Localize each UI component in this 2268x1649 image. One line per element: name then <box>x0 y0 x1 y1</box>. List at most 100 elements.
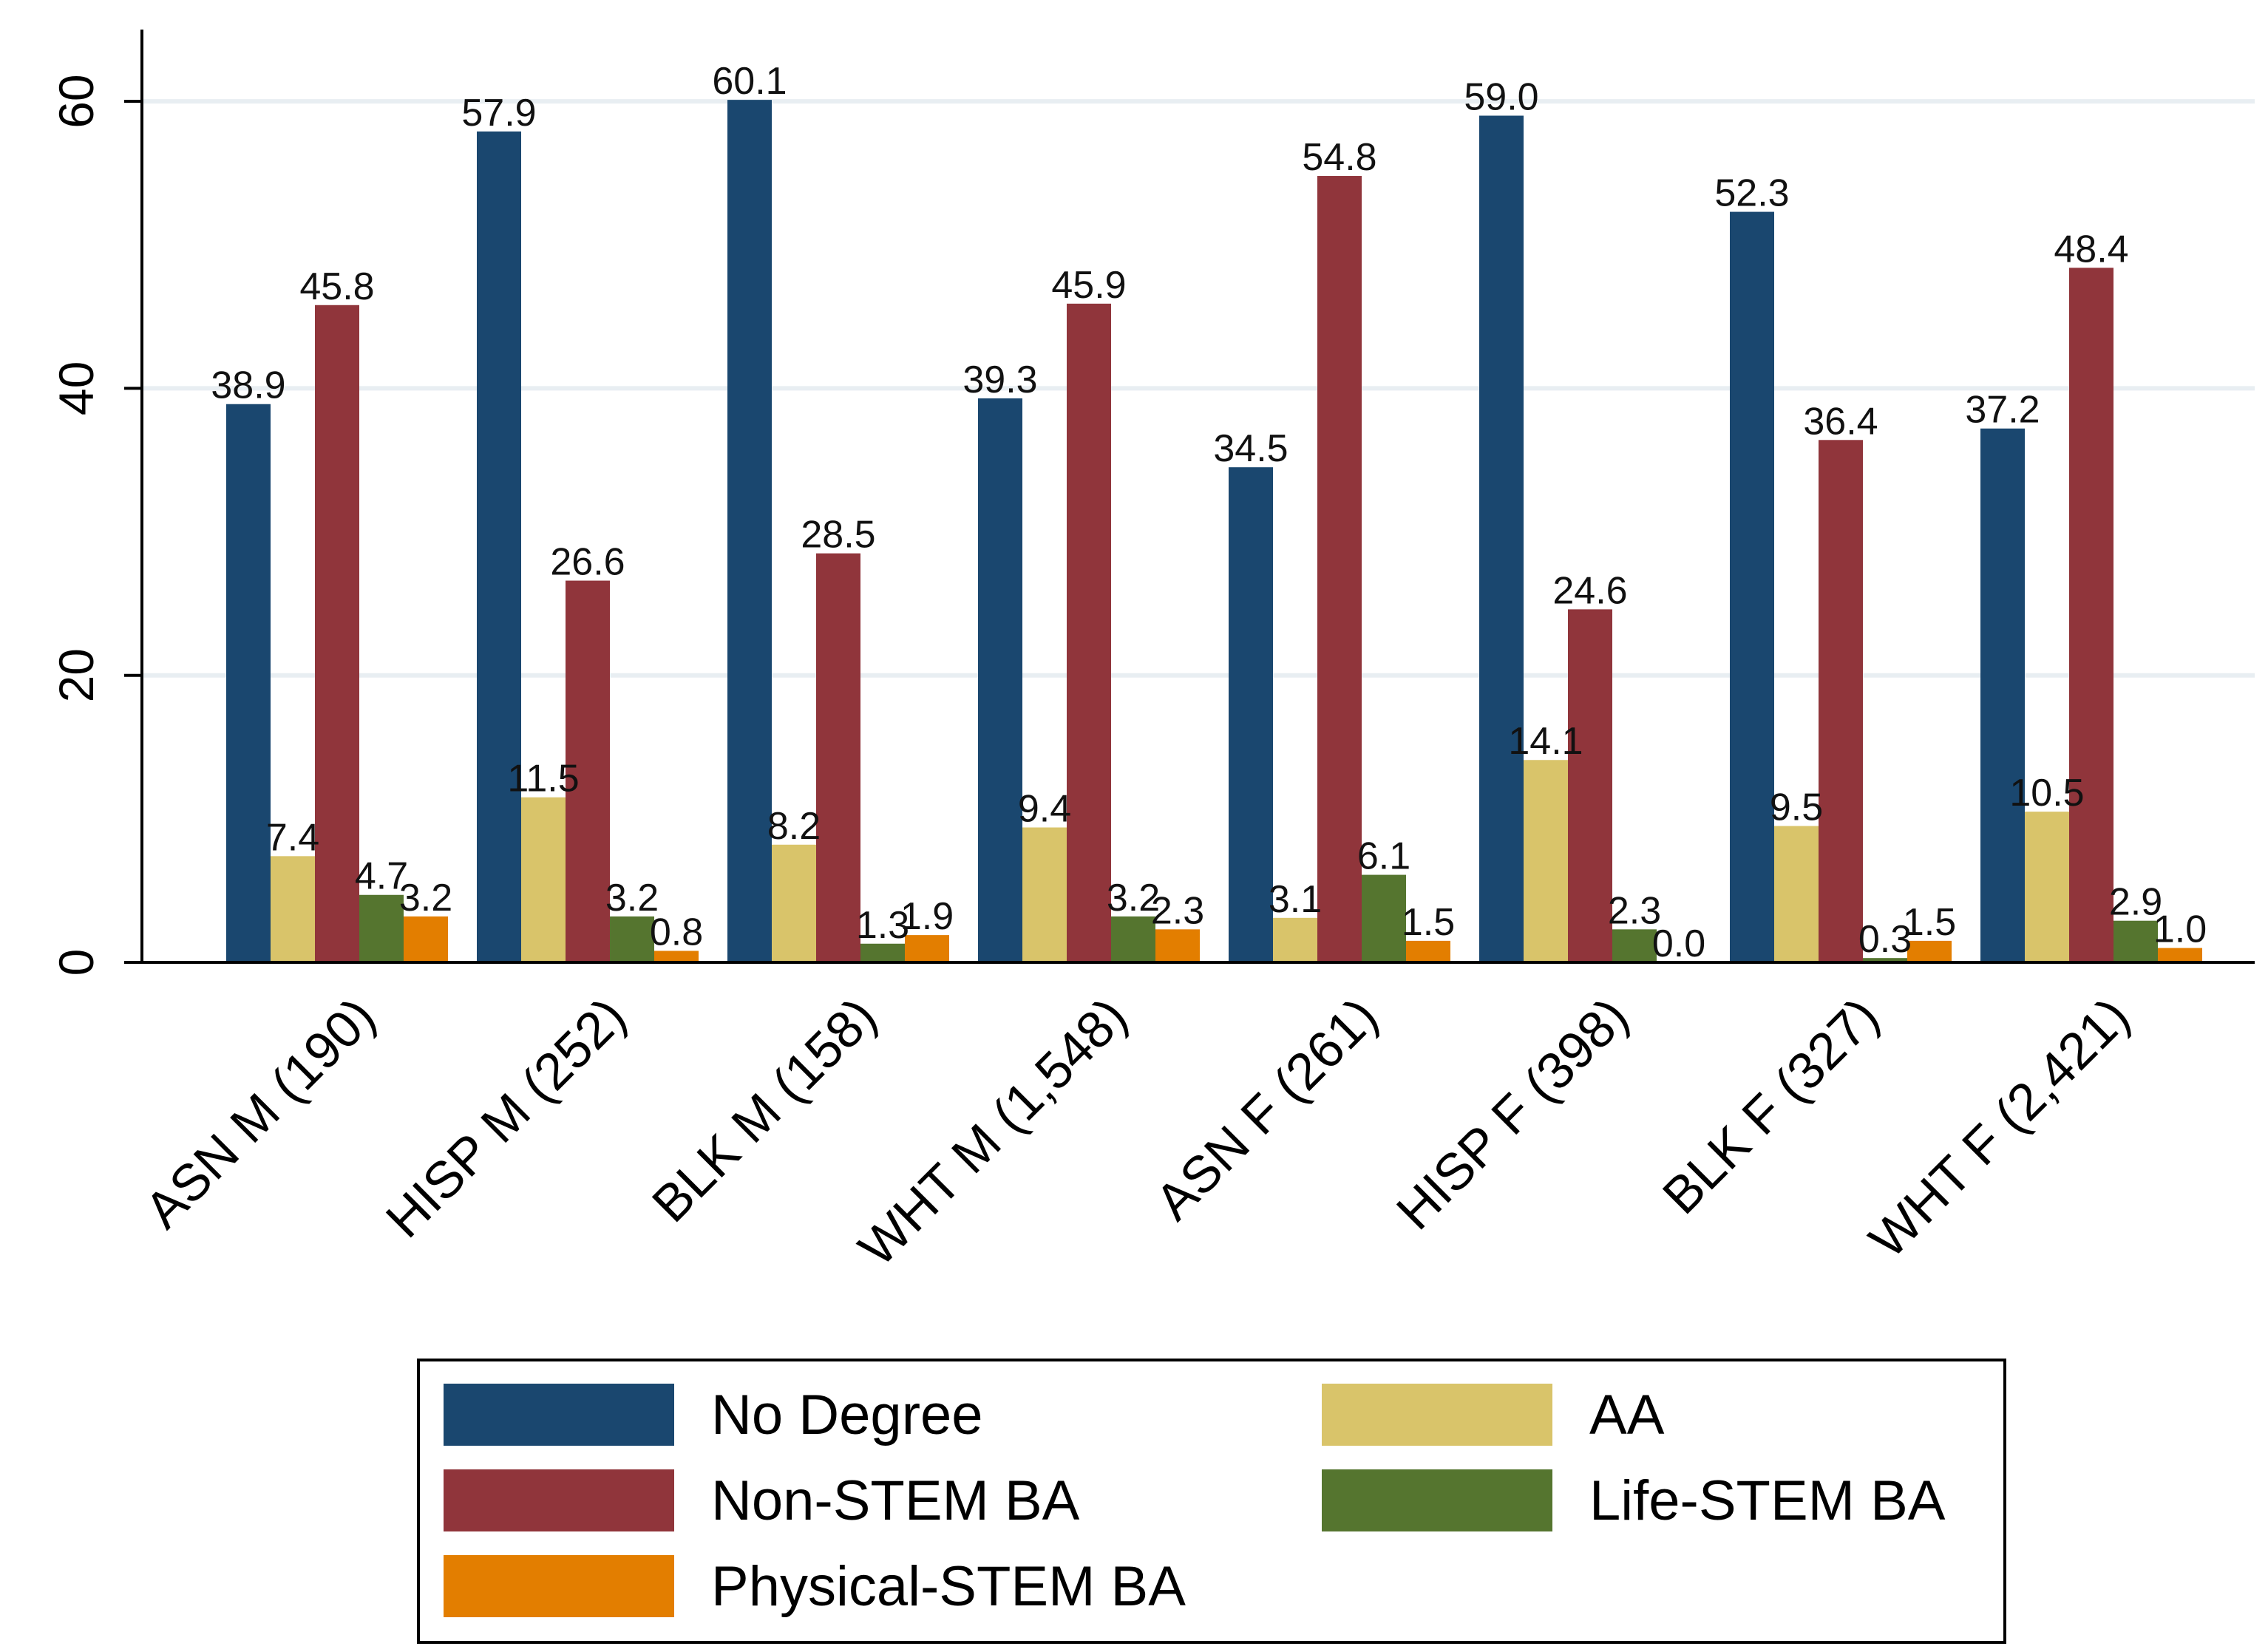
value-label-life-stem-ba-wht-m-1-548: 3.2 <box>1107 877 1160 919</box>
bar-non-stem-ba-blk-m-158 <box>816 553 860 962</box>
bar-no-degree-blk-m-158 <box>727 100 772 963</box>
value-label-no-degree-blk-f-327: 52.3 <box>1714 172 1789 215</box>
bar-aa-hisp-m-252 <box>521 797 566 962</box>
y-tick-label-20: 20 <box>49 648 103 702</box>
value-label-aa-blk-m-158: 8.2 <box>767 805 821 848</box>
legend-label-physical-stem-ba: Physical-STEM BA <box>711 1555 1186 1618</box>
bar-non-stem-ba-wht-f-2-421 <box>2069 268 2113 962</box>
axes: 0 20 40 60 <box>49 30 2255 976</box>
value-label-life-stem-ba-asn-f-261: 6.1 <box>1357 835 1410 878</box>
bar-non-stem-ba-blk-f-327 <box>1819 440 1863 962</box>
value-label-non-stem-ba-asn-f-261: 54.8 <box>1302 136 1376 179</box>
value-label-no-degree-asn-m-190: 38.9 <box>211 364 285 407</box>
bar-physical-stem-ba-wht-f-2-421 <box>2158 948 2202 962</box>
value-label-aa-wht-f-2-421: 10.5 <box>2009 772 2084 815</box>
legend-swatch-non-stem-ba <box>444 1469 674 1531</box>
bar-life-stem-ba-wht-f-2-421 <box>2113 920 2158 962</box>
bar-aa-hisp-f-398 <box>1524 760 1568 962</box>
legend-swatch-no-degree <box>444 1384 674 1446</box>
bar-aa-asn-f-261 <box>1273 917 1317 962</box>
bar-physical-stem-ba-asn-f-261 <box>1406 940 1450 962</box>
bar-no-degree-hisp-f-398 <box>1479 115 1524 962</box>
value-label-non-stem-ba-wht-f-2-421: 48.4 <box>2054 228 2128 271</box>
bar-physical-stem-ba-asn-m-190 <box>404 916 448 962</box>
value-label-life-stem-ba-hisp-f-398: 2.3 <box>1608 889 1661 932</box>
value-label-aa-hisp-m-252: 11.5 <box>507 758 579 800</box>
bar-non-stem-ba-asn-f-261 <box>1317 176 1362 963</box>
value-label-physical-stem-ba-blk-f-327: 1.5 <box>1903 901 1956 944</box>
bar-aa-blk-f-327 <box>1774 826 1819 962</box>
bar-no-degree-hisp-m-252 <box>477 131 521 962</box>
legend-swatch-life-stem-ba <box>1322 1469 1552 1531</box>
value-label-no-degree-hisp-f-398: 59.0 <box>1464 75 1538 118</box>
value-label-physical-stem-ba-hisp-f-398: 0.0 <box>1652 922 1705 965</box>
y-tick-label-40: 40 <box>49 361 103 415</box>
value-label-no-degree-asn-f-261: 34.5 <box>1213 427 1288 470</box>
bar-no-degree-asn-m-190 <box>226 404 271 962</box>
value-label-aa-asn-f-261: 3.1 <box>1269 878 1322 921</box>
value-label-physical-stem-ba-blk-m-158: 1.9 <box>900 895 954 938</box>
legend-label-no-degree: No Degree <box>711 1384 983 1446</box>
bar-non-stem-ba-hisp-f-398 <box>1568 609 1612 962</box>
value-label-no-degree-blk-m-158: 60.1 <box>712 60 787 103</box>
value-label-aa-wht-m-1-548: 9.4 <box>1018 787 1071 830</box>
legend-label-aa: AA <box>1589 1384 1665 1446</box>
bar-life-stem-ba-asn-m-190 <box>359 894 404 962</box>
bar-physical-stem-ba-blk-f-327 <box>1907 940 1952 962</box>
bar-non-stem-ba-wht-m-1-548 <box>1067 303 1111 962</box>
bar-life-stem-ba-blk-f-327 <box>1863 958 1907 962</box>
value-label-physical-stem-ba-asn-f-261: 1.5 <box>1402 901 1455 944</box>
value-label-physical-stem-ba-asn-m-190: 3.2 <box>399 877 452 919</box>
bar-no-degree-asn-f-261 <box>1229 467 1273 962</box>
legend-label-non-stem-ba: Non-STEM BA <box>711 1469 1080 1532</box>
legend-swatch-aa <box>1322 1384 1552 1446</box>
value-label-physical-stem-ba-wht-m-1-548: 2.3 <box>1151 889 1204 932</box>
value-label-physical-stem-ba-hisp-m-252: 0.8 <box>650 911 703 953</box>
bar-life-stem-ba-wht-m-1-548 <box>1111 916 1155 962</box>
bar-no-degree-wht-f-2-421 <box>1980 428 2025 962</box>
value-label-life-stem-ba-blk-m-158: 1.3 <box>856 904 909 947</box>
bar-physical-stem-ba-blk-m-158 <box>905 935 949 962</box>
value-label-no-degree-wht-m-1-548: 39.3 <box>962 358 1037 401</box>
value-label-life-stem-ba-hisp-m-252: 3.2 <box>605 877 659 919</box>
bar-physical-stem-ba-hisp-m-252 <box>654 951 699 962</box>
bar-life-stem-ba-asn-f-261 <box>1362 874 1406 962</box>
bar-life-stem-ba-hisp-f-398 <box>1612 929 1657 962</box>
value-label-non-stem-ba-hisp-f-398: 24.6 <box>1552 569 1627 612</box>
y-tick-label-60: 60 <box>49 74 103 128</box>
value-label-life-stem-ba-asn-m-190: 4.7 <box>355 855 408 898</box>
value-label-aa-hisp-f-398: 14.1 <box>1508 720 1583 763</box>
value-label-aa-asn-m-190: 7.4 <box>266 816 319 859</box>
value-label-physical-stem-ba-wht-f-2-421: 1.0 <box>2153 908 2207 951</box>
value-label-no-degree-wht-f-2-421: 37.2 <box>1965 389 2040 432</box>
bar-life-stem-ba-blk-m-158 <box>860 943 905 962</box>
bar-aa-wht-m-1-548 <box>1022 827 1067 962</box>
bar-no-degree-blk-f-327 <box>1730 211 1774 962</box>
bar-non-stem-ba-asn-m-190 <box>315 305 359 962</box>
legend-swatch-physical-stem-ba <box>444 1555 674 1617</box>
bars <box>226 100 2202 963</box>
bar-non-stem-ba-hisp-m-252 <box>566 580 610 962</box>
bar-aa-blk-m-158 <box>772 844 816 962</box>
value-label-no-degree-hisp-m-252: 57.9 <box>461 92 536 135</box>
value-label-aa-blk-f-327: 9.5 <box>1770 786 1823 829</box>
value-label-non-stem-ba-blk-m-158: 28.5 <box>801 514 875 557</box>
legend-label-life-stem-ba: Life-STEM BA <box>1589 1469 1946 1532</box>
value-label-non-stem-ba-blk-f-327: 36.4 <box>1803 400 1878 443</box>
bar-aa-wht-f-2-421 <box>2025 812 2069 962</box>
value-label-life-stem-ba-wht-f-2-421: 2.9 <box>2109 881 2162 924</box>
value-label-non-stem-ba-wht-m-1-548: 45.9 <box>1051 264 1126 307</box>
bar-physical-stem-ba-wht-m-1-548 <box>1155 929 1200 962</box>
bar-aa-asn-m-190 <box>271 856 315 962</box>
legend-box <box>417 1359 2006 1644</box>
legend: No Degree AA Non-STEM BA Life-STEM BA Physic… <box>417 1359 2006 1644</box>
bar-no-degree-wht-m-1-548 <box>978 398 1022 962</box>
y-tick-label-0: 0 <box>49 949 103 976</box>
value-label-non-stem-ba-asn-m-190: 45.8 <box>299 265 374 308</box>
value-label-life-stem-ba-blk-f-327: 0.3 <box>1858 918 1912 961</box>
bar-life-stem-ba-hisp-m-252 <box>610 916 654 962</box>
value-label-non-stem-ba-hisp-m-252: 26.6 <box>550 541 625 584</box>
bar-value-labels: 38.9 57.9 60.1 39.3 34.5 59.0 52.3 37.2 7.4 11.5 8… <box>211 60 2207 965</box>
